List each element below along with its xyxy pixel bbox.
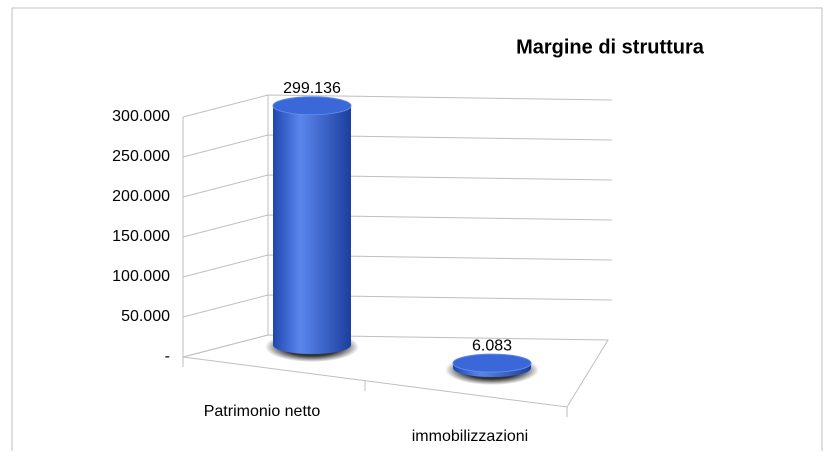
grid-line <box>182 94 613 118</box>
y-tick-label: 100.000 <box>112 268 170 285</box>
x-tick-label: Patrimonio netto <box>204 403 321 420</box>
y-tick-label: 250.000 <box>112 148 170 165</box>
grid-line <box>182 254 613 278</box>
grid-line <box>182 294 613 318</box>
data-label: 6.083 <box>472 337 512 354</box>
y-tick-label: 150.000 <box>112 228 170 245</box>
grid-line <box>182 134 613 158</box>
x-tick-label: immobilizzazioni <box>412 428 528 445</box>
bar <box>272 96 352 355</box>
data-label: 299.136 <box>283 80 341 97</box>
y-tick-label: - <box>165 348 170 365</box>
y-tick-label: 300.000 <box>112 108 170 125</box>
grid-line <box>182 174 613 198</box>
y-tick-label: 50.000 <box>121 308 170 325</box>
floor <box>182 334 609 408</box>
chart-border <box>11 7 823 456</box>
y-tick-label: 200.000 <box>112 188 170 205</box>
grid-line <box>182 214 613 238</box>
bar <box>452 353 532 377</box>
chart-title: Margine di struttura <box>516 36 705 58</box>
